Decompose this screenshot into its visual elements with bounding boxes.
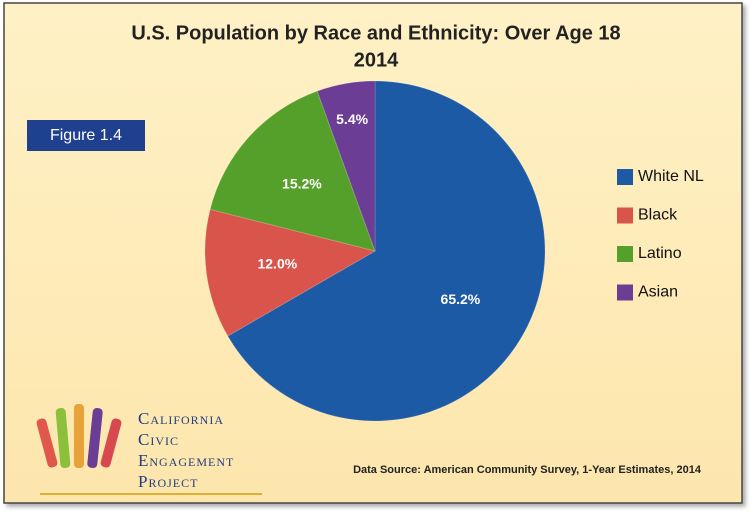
- slice-label: 5.4%: [336, 111, 368, 127]
- slice-label: 65.2%: [441, 291, 481, 307]
- logo-hand: [74, 404, 84, 468]
- pie: 65.2% 12.0% 15.2% 5.4%: [205, 81, 545, 421]
- slice-label: 12.0%: [257, 255, 297, 271]
- source-note: Data Source: American Community Survey, …: [353, 464, 702, 476]
- legend-label: Black: [638, 207, 678, 224]
- legend-swatch: [617, 285, 633, 301]
- legend-label: White NL: [638, 168, 704, 185]
- logo-text: Project: [138, 472, 198, 491]
- chart-title: U.S. Population by Race and Ethnicity: O…: [131, 22, 620, 44]
- figure-label: Figure 1.4: [50, 127, 122, 144]
- legend-label: Asian: [638, 284, 678, 301]
- chart-subtitle: 2014: [354, 49, 399, 71]
- legend-label: Latino: [638, 245, 682, 262]
- slice-label: 15.2%: [282, 176, 322, 192]
- logo-text: Engagement: [138, 451, 234, 470]
- legend-swatch: [617, 246, 633, 262]
- legend-swatch: [617, 169, 633, 185]
- page: {"chart_data": { "type": "pie", "title":…: [0, 0, 753, 512]
- chart: U.S. Population by Race and Ethnicity: O…: [0, 0, 753, 512]
- logo-text: California: [138, 409, 224, 428]
- logo-text: Civic: [138, 430, 179, 449]
- legend-swatch: [617, 208, 633, 224]
